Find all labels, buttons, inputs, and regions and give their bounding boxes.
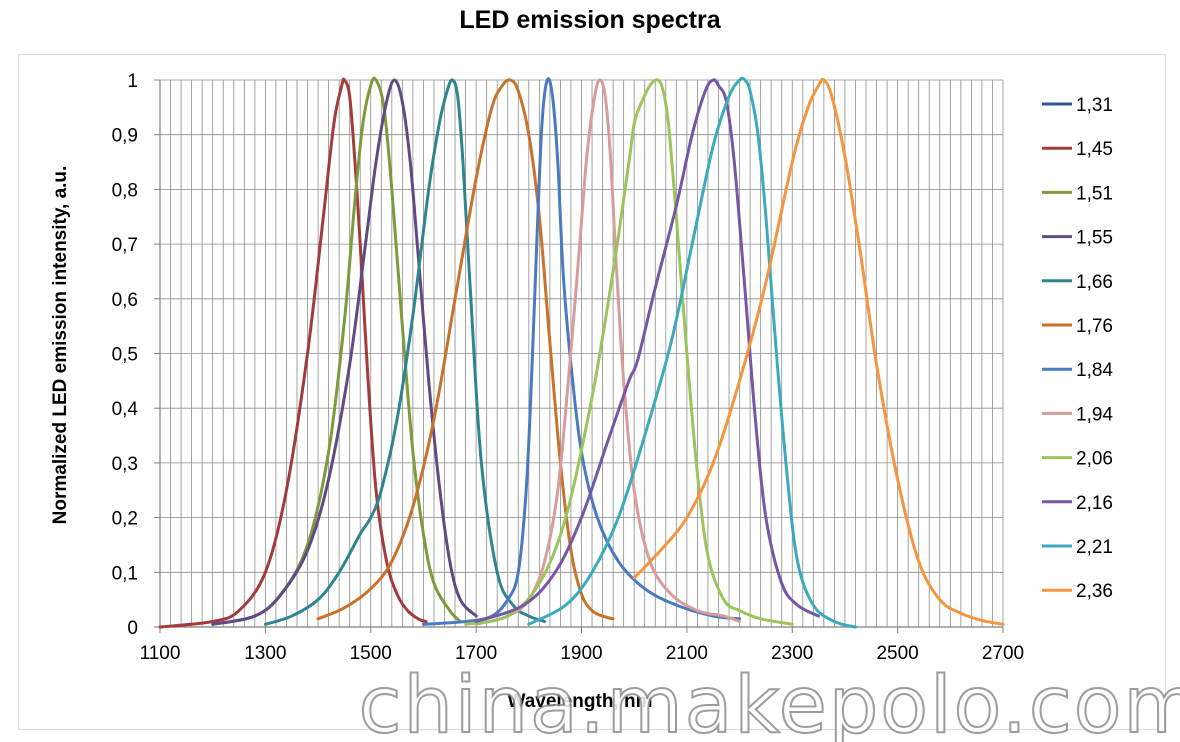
legend-label: 2,21 [1076, 537, 1113, 558]
legend-label: 2,16 [1076, 493, 1113, 514]
y-tick-label: 0,8 [112, 180, 138, 201]
series-line-1-94 [474, 78, 742, 626]
series-line-1-84 [421, 77, 742, 626]
legend-label: 1,76 [1076, 316, 1113, 337]
series-lines [158, 76, 1005, 629]
series-line-2-36 [632, 77, 1005, 626]
x-tick-label: 1100 [140, 643, 181, 664]
axes: 1100 1300 1500 1700 1900 2100 2300 2500 2700 0 0,1… [112, 71, 1025, 664]
y-tick-label: 0,1 [112, 563, 138, 584]
legend-label: 1,51 [1076, 183, 1113, 204]
x-tick-label: 2100 [666, 643, 708, 664]
y-tick-label: 0 [127, 618, 138, 639]
x-tick-label: 2500 [876, 643, 918, 664]
series-line-2-06 [464, 78, 794, 626]
y-tick-label: 0,3 [112, 454, 138, 475]
x-tick-label: 1300 [244, 643, 286, 664]
y-axis-title: Normalized LED emission intensity, a.u. [50, 166, 71, 525]
x-tick-label: 2300 [771, 643, 813, 664]
legend: 1,31 1,45 1,51 1,55 1,66 1,76 1,84 1,94 2,06 2,16… [1042, 95, 1113, 602]
chart-title: LED emission spectra [459, 6, 721, 34]
x-tick-label: 1500 [350, 643, 392, 664]
y-tick-label: 0,4 [112, 399, 139, 420]
legend-label: 1,66 [1076, 272, 1113, 293]
legend-label: 1,94 [1076, 404, 1113, 425]
watermark: china.makepolo.com [359, 661, 1180, 742]
legend-label: 1,84 [1076, 360, 1113, 381]
series-line-1-55 [211, 78, 478, 626]
legend-label: 2,36 [1076, 581, 1113, 602]
x-tick-label: 1700 [455, 643, 497, 664]
series-line-2-16 [474, 78, 821, 624]
legend-label: 1,45 [1076, 139, 1113, 160]
y-tick-label: 0,2 [112, 509, 138, 530]
y-tick-label: 1 [127, 71, 138, 92]
y-tick-label: 0,5 [112, 345, 138, 366]
y-tick-label: 0,7 [112, 235, 138, 256]
y-tick-label: 0,9 [112, 126, 138, 147]
legend-label: 1,55 [1076, 228, 1113, 249]
series-line-1-51 [211, 76, 462, 626]
x-axis-title: Wavelength, nm [508, 691, 653, 712]
x-tick-label: 2700 [982, 643, 1024, 664]
y-tick-label: 0,6 [112, 290, 138, 311]
series-line-1-66 [263, 78, 547, 626]
legend-label: 1,31 [1076, 95, 1113, 116]
series-line-1-45 [158, 77, 428, 629]
series-line-2-21 [527, 76, 857, 629]
series-line-1-76 [316, 78, 615, 621]
grid [159, 79, 1004, 628]
legend-label: 2,06 [1076, 449, 1113, 470]
x-tick-label: 1900 [560, 643, 602, 664]
